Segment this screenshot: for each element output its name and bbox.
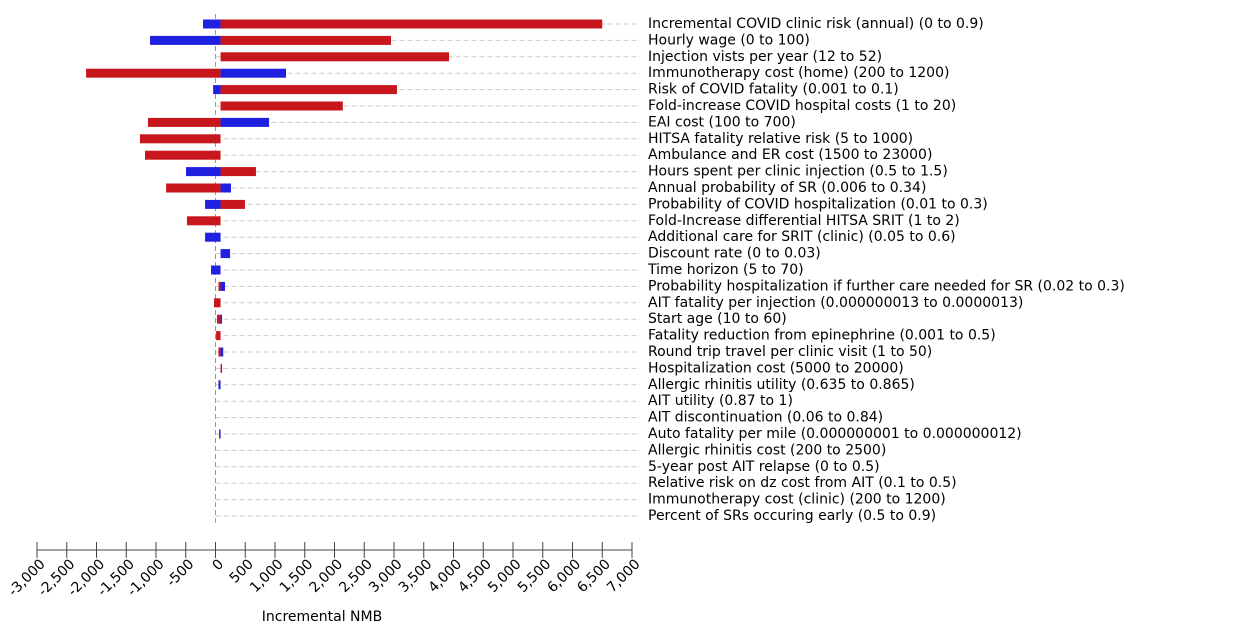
bar (220, 281, 226, 291)
bar (220, 363, 223, 373)
category-label: 5-year post AIT relapse (0 to 0.5) (648, 459, 880, 475)
bar (218, 347, 221, 357)
category-label: Ambulance and ER cost (1500 to 23000) (648, 147, 932, 163)
category-label: Auto fatality per mile (0.000000001 to 0… (648, 426, 1022, 442)
category-label: HITSA fatality relative risk (5 to 1000) (648, 131, 913, 147)
category-label: Percent of SRs occuring early (0.5 to 0.… (648, 508, 936, 524)
bar (220, 19, 603, 29)
bar (220, 347, 224, 357)
bar (166, 183, 221, 193)
bar (220, 167, 256, 177)
x-axis-title: Incremental NMB (262, 609, 382, 625)
category-label: Start age (10 to 60) (648, 311, 787, 327)
category-label: Immunotherapy cost (clinic) (200 to 1200… (648, 492, 946, 508)
category-label: EAI cost (100 to 700) (648, 114, 796, 130)
bar (218, 281, 221, 291)
x-tick-label: 0 (210, 556, 228, 574)
x-tick-label: -500 (164, 556, 198, 590)
category-label: Allergic rhinitis utility (0.635 to 0.86… (648, 377, 915, 393)
x-tick-label: 5,500 (515, 556, 555, 596)
x-tick-label: 4,000 (425, 556, 465, 596)
bar (147, 117, 221, 127)
bar (86, 68, 221, 78)
category-label: Hours spent per clinic injection (0.5 to… (648, 164, 948, 180)
category-label: Allergic rhinitis cost (200 to 2500) (648, 442, 886, 458)
bar (205, 199, 221, 209)
x-tick-label: 6,500 (574, 556, 614, 596)
bar (216, 314, 221, 324)
category-label: Risk of COVID fatality (0.001 to 0.1) (648, 82, 899, 98)
category-label: Time horizon (5 to 70) (647, 262, 804, 278)
category-label: Round trip travel per clinic visit (1 to… (648, 344, 932, 360)
x-tick-label: 7,000 (604, 556, 644, 596)
category-label: Annual probability of SR (0.006 to 0.34) (648, 180, 926, 196)
category-label: Probability hospitalization if further c… (648, 278, 1125, 294)
category-label: Injection vists per year (12 to 52) (648, 49, 882, 65)
bar (220, 199, 245, 209)
x-tick-label: 3,500 (396, 556, 436, 596)
x-tick-label: 3,000 (366, 556, 406, 596)
x-tick-label: 6,000 (544, 556, 584, 596)
bar (186, 216, 221, 226)
bar (205, 232, 221, 242)
category-label: Immunotherapy cost (home) (200 to 1200) (648, 65, 949, 81)
bar (220, 35, 392, 45)
bar (220, 52, 450, 62)
bar (220, 314, 223, 324)
bar (220, 101, 343, 111)
category-label: Hospitalization cost (5000 to 20000) (648, 360, 904, 376)
bar (214, 298, 221, 308)
x-tick-label: 2,000 (306, 556, 346, 596)
bar (150, 35, 221, 45)
bar (220, 183, 231, 193)
bar (144, 150, 221, 160)
category-label: AIT utility (0.87 to 1) (648, 393, 793, 409)
x-tick-label: 2,500 (336, 556, 376, 596)
bar (218, 380, 221, 390)
category-label: Additional care for SRIT (clinic) (0.05 … (648, 229, 956, 245)
category-label: AIT discontinuation (0.06 to 0.84) (648, 410, 883, 426)
category-label: Fold-increase COVID hospital costs (1 to… (648, 98, 956, 114)
category-label: Hourly wage (0 to 100) (648, 32, 810, 48)
bar (216, 331, 221, 341)
category-label: Discount rate (0 to 0.03) (648, 246, 821, 262)
x-tick-label: 1,500 (277, 556, 317, 596)
x-tick-label: 4,500 (455, 556, 495, 596)
category-label: Fold-Increase differential HITSA SRIT (1… (648, 213, 960, 229)
x-tick-label: 5,000 (485, 556, 525, 596)
bar (213, 85, 221, 95)
category-label: Probability of COVID hospitalization (0.… (648, 196, 988, 212)
bar (220, 117, 270, 127)
bar (203, 19, 221, 29)
category-label: Incremental COVID clinic risk (annual) (… (648, 16, 984, 32)
bar (139, 134, 221, 144)
x-tick-label: 1,000 (247, 556, 287, 596)
bar (211, 265, 221, 275)
bar (220, 85, 397, 95)
bar (220, 68, 287, 78)
bar (220, 249, 231, 259)
bar (186, 167, 221, 177)
category-label: AIT fatality per injection (0.000000013 … (648, 295, 1023, 311)
category-label: Fatality reduction from epinephrine (0.0… (648, 328, 996, 344)
category-label: Relative risk on dz cost from AIT (0.1 t… (648, 475, 957, 491)
bar (219, 429, 221, 439)
